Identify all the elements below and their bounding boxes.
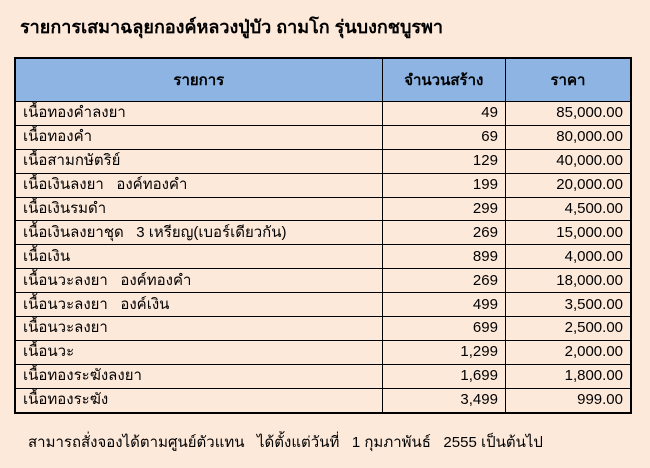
- table-row: เนื้อทองระฆังลงยา 1,699 1,800.00: [14, 363, 632, 389]
- price-cell: 40,000.00: [504, 148, 632, 174]
- item-name-cell: เนื้อสามกษัตริย์: [14, 148, 383, 174]
- quantity-cell: 899: [381, 244, 506, 270]
- quantity-cell: 199: [381, 172, 506, 198]
- quantity-cell: 269: [381, 220, 506, 246]
- table-row: เนื้อนวะลงยา 699 2,500.00: [14, 316, 632, 341]
- quantity-cell: 69: [381, 124, 506, 150]
- table-row: เนื้อนวะ 1,299 2,000.00: [14, 339, 632, 365]
- table-row: เนื้อเงินลงยา องค์ทองคำ 199 20,000.00: [14, 172, 632, 198]
- item-name-cell: เนื้อเงินรมดำ: [14, 196, 383, 222]
- item-name-cell: เนื้อเงินลงยา องค์ทองคำ: [14, 172, 383, 198]
- item-name-cell: เนื้อนวะลงยา องค์เงิน: [14, 292, 383, 318]
- price-cell: 1,800.00: [504, 363, 632, 389]
- table-row: เนื้อทองคำลงยา 49 85,000.00: [14, 101, 632, 126]
- table-row: เนื้อทองระฆัง 3,499 999.00: [14, 387, 632, 414]
- header-item: รายการ: [14, 57, 383, 102]
- quantity-cell: 49: [381, 101, 506, 126]
- header-quantity: จำนวนสร้าง: [381, 57, 506, 102]
- table-row: เนื้อเงินลงยาชุด 3 เหรียญ(เบอร์เดียวกัน)…: [14, 220, 632, 246]
- footer-note: สามารถสั่งจองได้ตามศูนย์ตัวแทน ได้ตั้งแต…: [28, 434, 543, 451]
- table-header-row: รายการ จำนวนสร้าง ราคา: [14, 57, 632, 102]
- quantity-cell: 299: [381, 196, 506, 222]
- price-cell: 4,000.00: [504, 244, 632, 270]
- price-cell: 999.00: [504, 387, 632, 414]
- table-row: เนื้อทองคำ 69 80,000.00: [14, 124, 632, 150]
- price-cell: 15,000.00: [504, 220, 632, 246]
- item-name-cell: เนื้อทองคำลงยา: [14, 101, 383, 126]
- quantity-cell: 269: [381, 268, 506, 294]
- item-name-cell: เนื้อทองระฆังลงยา: [14, 363, 383, 389]
- page-title: รายการเสมาฉลุยกองค์หลวงปู่บัว ถามโก รุ่น…: [20, 17, 444, 37]
- price-cell: 20,000.00: [504, 172, 632, 198]
- price-table: รายการ จำนวนสร้าง ราคา เนื้อทองคำลงยา 49 8…: [14, 57, 632, 414]
- table-row: เนื้อเงินรมดำ 299 4,500.00: [14, 196, 632, 222]
- price-cell: 18,000.00: [504, 268, 632, 294]
- table-row: เนื้อสามกษัตริย์ 129 40,000.00: [14, 148, 632, 174]
- quantity-cell: 699: [381, 316, 506, 341]
- item-name-cell: เนื้อเงิน: [14, 244, 383, 270]
- item-name-cell: เนื้อนวะ: [14, 339, 383, 365]
- quantity-cell: 3,499: [381, 387, 506, 414]
- item-name-cell: เนื้อนวะลงยา: [14, 316, 383, 341]
- table-row: เนื้อนวะลงยา องค์ทองคำ 269 18,000.00: [14, 268, 632, 294]
- quantity-cell: 1,699: [381, 363, 506, 389]
- quantity-cell: 1,299: [381, 339, 506, 365]
- quantity-cell: 499: [381, 292, 506, 318]
- price-cell: 85,000.00: [504, 101, 632, 126]
- item-name-cell: เนื้อนวะลงยา องค์ทองคำ: [14, 268, 383, 294]
- price-cell: 3,500.00: [504, 292, 632, 318]
- price-cell: 4,500.00: [504, 196, 632, 222]
- item-name-cell: เนื้อทองคำ: [14, 124, 383, 150]
- price-cell: 2,500.00: [504, 316, 632, 341]
- header-price: ราคา: [504, 57, 632, 102]
- price-cell: 80,000.00: [504, 124, 632, 150]
- table-row: เนื้อเงิน 899 4,000.00: [14, 244, 632, 270]
- item-name-cell: เนื้อเงินลงยาชุด 3 เหรียญ(เบอร์เดียวกัน): [14, 220, 383, 246]
- quantity-cell: 129: [381, 148, 506, 174]
- price-cell: 2,000.00: [504, 339, 632, 365]
- item-name-cell: เนื้อทองระฆัง: [14, 387, 383, 414]
- table-row: เนื้อนวะลงยา องค์เงิน 499 3,500.00: [14, 292, 632, 318]
